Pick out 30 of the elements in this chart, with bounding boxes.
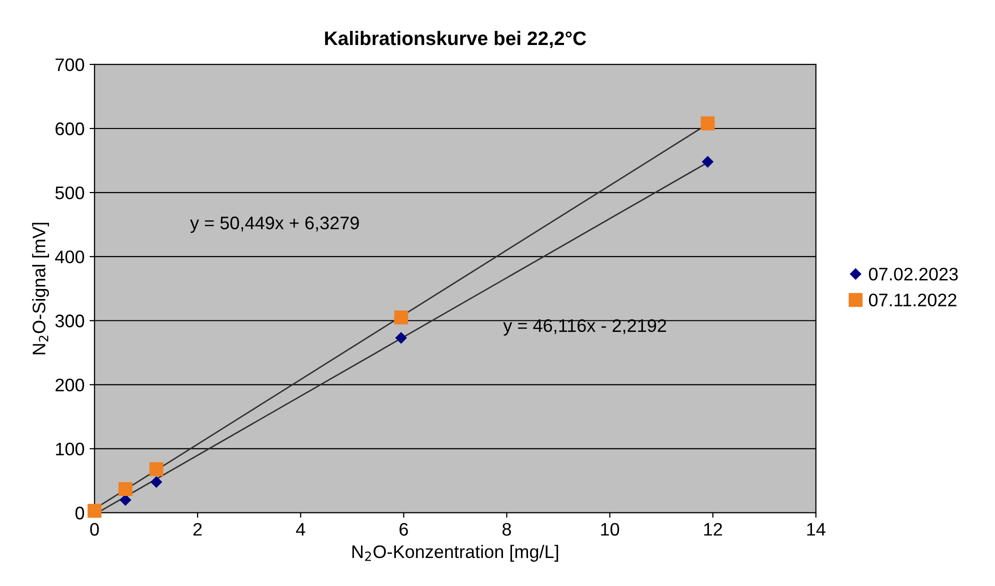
y-tick-label: 500 [55, 186, 84, 200]
x-axis-title: N$_{2}$O-Konzentration [mg/L] [352, 544, 558, 562]
annotation: y = 50,449x + 6,3279 [190, 216, 359, 233]
point [150, 476, 162, 488]
x-tick-label: 0 [90, 522, 99, 536]
point [396, 332, 407, 344]
y-tick-label: 100 [56, 442, 84, 456]
point [700, 116, 715, 130]
x-tick-label: 2 [193, 522, 202, 536]
legend-label: 07.11.2022 [868, 294, 956, 306]
y-tick-label: 0 [75, 506, 84, 520]
chart-title: Kalibrationskurve bei 22,2°C [325, 30, 586, 48]
y-tick-label: 600 [56, 122, 84, 136]
x-tick-label: 10 [601, 522, 620, 536]
y-tick-label: 400 [55, 250, 84, 264]
y-axis-title: N$_{2}$O-Signal [mV] [32, 222, 49, 354]
x-tick-label: 4 [296, 523, 306, 536]
point [394, 310, 408, 324]
point [88, 504, 102, 518]
legend-label: 07.02.2023 [868, 268, 958, 281]
point [118, 482, 132, 496]
x-tick-label: 6 [400, 522, 408, 536]
x-tick-label: 14 [807, 523, 826, 536]
point [702, 156, 714, 168]
point [149, 462, 164, 476]
y-tick-label: 200 [56, 378, 84, 392]
y-tick-label: 300 [55, 314, 84, 328]
x-tick-label: 12 [704, 522, 722, 536]
y-tick-label: 700 [56, 58, 84, 72]
x-tick-label: 8 [502, 522, 511, 536]
